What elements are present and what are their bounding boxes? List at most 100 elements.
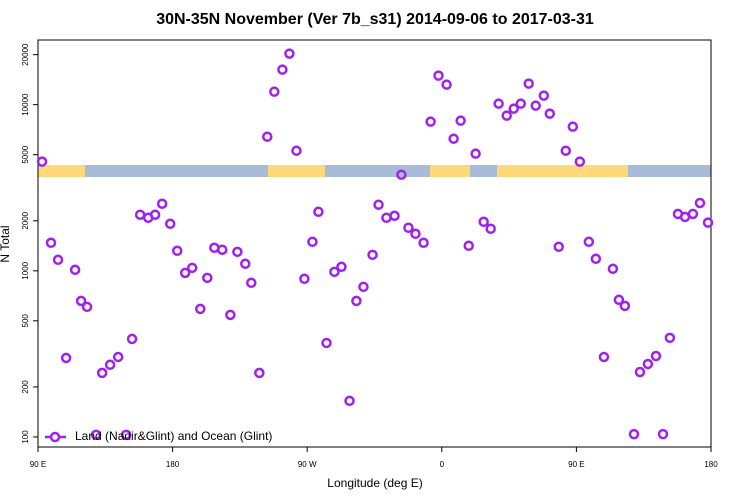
data-point	[590, 253, 602, 265]
data-point	[396, 169, 407, 180]
data-point	[164, 218, 176, 230]
data-point	[410, 228, 421, 240]
chart-title: 30N-35N November (Ver 7b_s31) 2014-09-06…	[156, 11, 594, 28]
data-point	[657, 428, 669, 440]
data-point	[254, 367, 265, 379]
data-point	[650, 350, 662, 362]
x-axis-label: Longitude (deg E)	[327, 476, 422, 490]
data-point	[441, 79, 452, 90]
x-tick-label: 90 W	[298, 460, 317, 469]
y-axis-label: N Total	[0, 225, 12, 262]
land-segment	[430, 165, 470, 177]
data-point	[90, 429, 102, 441]
data-point	[478, 216, 489, 228]
x-tick-label: 90 E	[30, 460, 46, 469]
data-point	[553, 241, 565, 253]
data-point	[45, 237, 57, 249]
data-point	[240, 258, 251, 270]
land-segment	[268, 165, 325, 177]
data-point	[425, 116, 436, 127]
data-point	[336, 261, 347, 273]
data-point	[560, 145, 572, 156]
legend-label: Land (Nadir&Glint) and Ocean (Glint)	[75, 429, 272, 443]
data-point	[607, 263, 619, 275]
y-tick-label: 2000	[21, 211, 30, 229]
data-point	[262, 131, 273, 142]
data-point	[373, 199, 384, 210]
legend-marker	[49, 431, 61, 443]
data-point	[613, 294, 625, 306]
data-point	[433, 70, 444, 81]
data-point	[418, 237, 429, 249]
data-point	[277, 64, 288, 75]
data-point	[329, 266, 340, 278]
data-point	[232, 246, 243, 258]
data-point	[583, 236, 595, 248]
data-point	[321, 337, 332, 349]
land-segment	[38, 165, 85, 177]
plot-frame	[37, 39, 712, 448]
x-tick-label: 90 E	[568, 460, 584, 469]
data-point	[225, 309, 236, 321]
data-point	[149, 209, 161, 220]
data-point	[60, 352, 72, 364]
data-point	[81, 301, 93, 313]
data-point	[52, 254, 64, 266]
data-point	[523, 78, 534, 89]
data-point	[664, 332, 676, 344]
data-point	[195, 303, 206, 315]
y-tick-label: 200	[21, 380, 30, 394]
data-point	[448, 133, 459, 144]
y-tick-label: 1000	[21, 261, 30, 279]
land-segment	[497, 165, 628, 177]
data-point	[544, 108, 556, 119]
data-point	[351, 295, 362, 307]
data-point	[358, 281, 369, 293]
data-point	[75, 295, 87, 307]
data-point	[313, 206, 324, 218]
data-point	[687, 208, 699, 220]
data-point	[112, 351, 124, 363]
data-point	[69, 264, 81, 276]
data-point	[634, 366, 646, 378]
data-point	[381, 212, 392, 224]
data-point	[463, 240, 474, 252]
data-point	[269, 86, 280, 97]
data-point	[307, 236, 318, 248]
data-point	[567, 121, 579, 132]
data-point	[202, 272, 213, 284]
data-point	[485, 223, 496, 235]
data-point	[284, 48, 295, 59]
y-tick-label: 5000	[21, 145, 30, 163]
data-point	[299, 273, 310, 285]
data-point	[126, 333, 138, 345]
data-point	[344, 395, 355, 407]
data-point	[455, 115, 466, 126]
data-point	[156, 198, 168, 209]
data-point	[530, 100, 541, 111]
x-tick-label: 0	[440, 460, 445, 469]
y-tick-label: 10000	[21, 93, 30, 116]
data-point	[598, 351, 610, 363]
data-point	[702, 217, 714, 228]
data-point	[574, 156, 586, 167]
data-point	[619, 300, 631, 312]
data-point	[171, 245, 183, 257]
data-point	[694, 197, 706, 209]
data-point	[501, 110, 512, 121]
data-point	[508, 103, 519, 114]
y-tick-label: 100	[21, 430, 30, 444]
data-point	[134, 209, 146, 220]
y-tick-label: 20000	[21, 43, 30, 66]
data-point	[515, 98, 527, 109]
data-point	[186, 262, 198, 274]
data-point	[493, 98, 504, 109]
data-point	[628, 428, 640, 440]
data-point	[179, 267, 191, 279]
data-point	[389, 210, 400, 222]
data-point	[538, 90, 550, 101]
land-ocean-band	[38, 165, 711, 177]
x-tick-label: 180	[166, 460, 180, 469]
data-point	[246, 277, 257, 289]
